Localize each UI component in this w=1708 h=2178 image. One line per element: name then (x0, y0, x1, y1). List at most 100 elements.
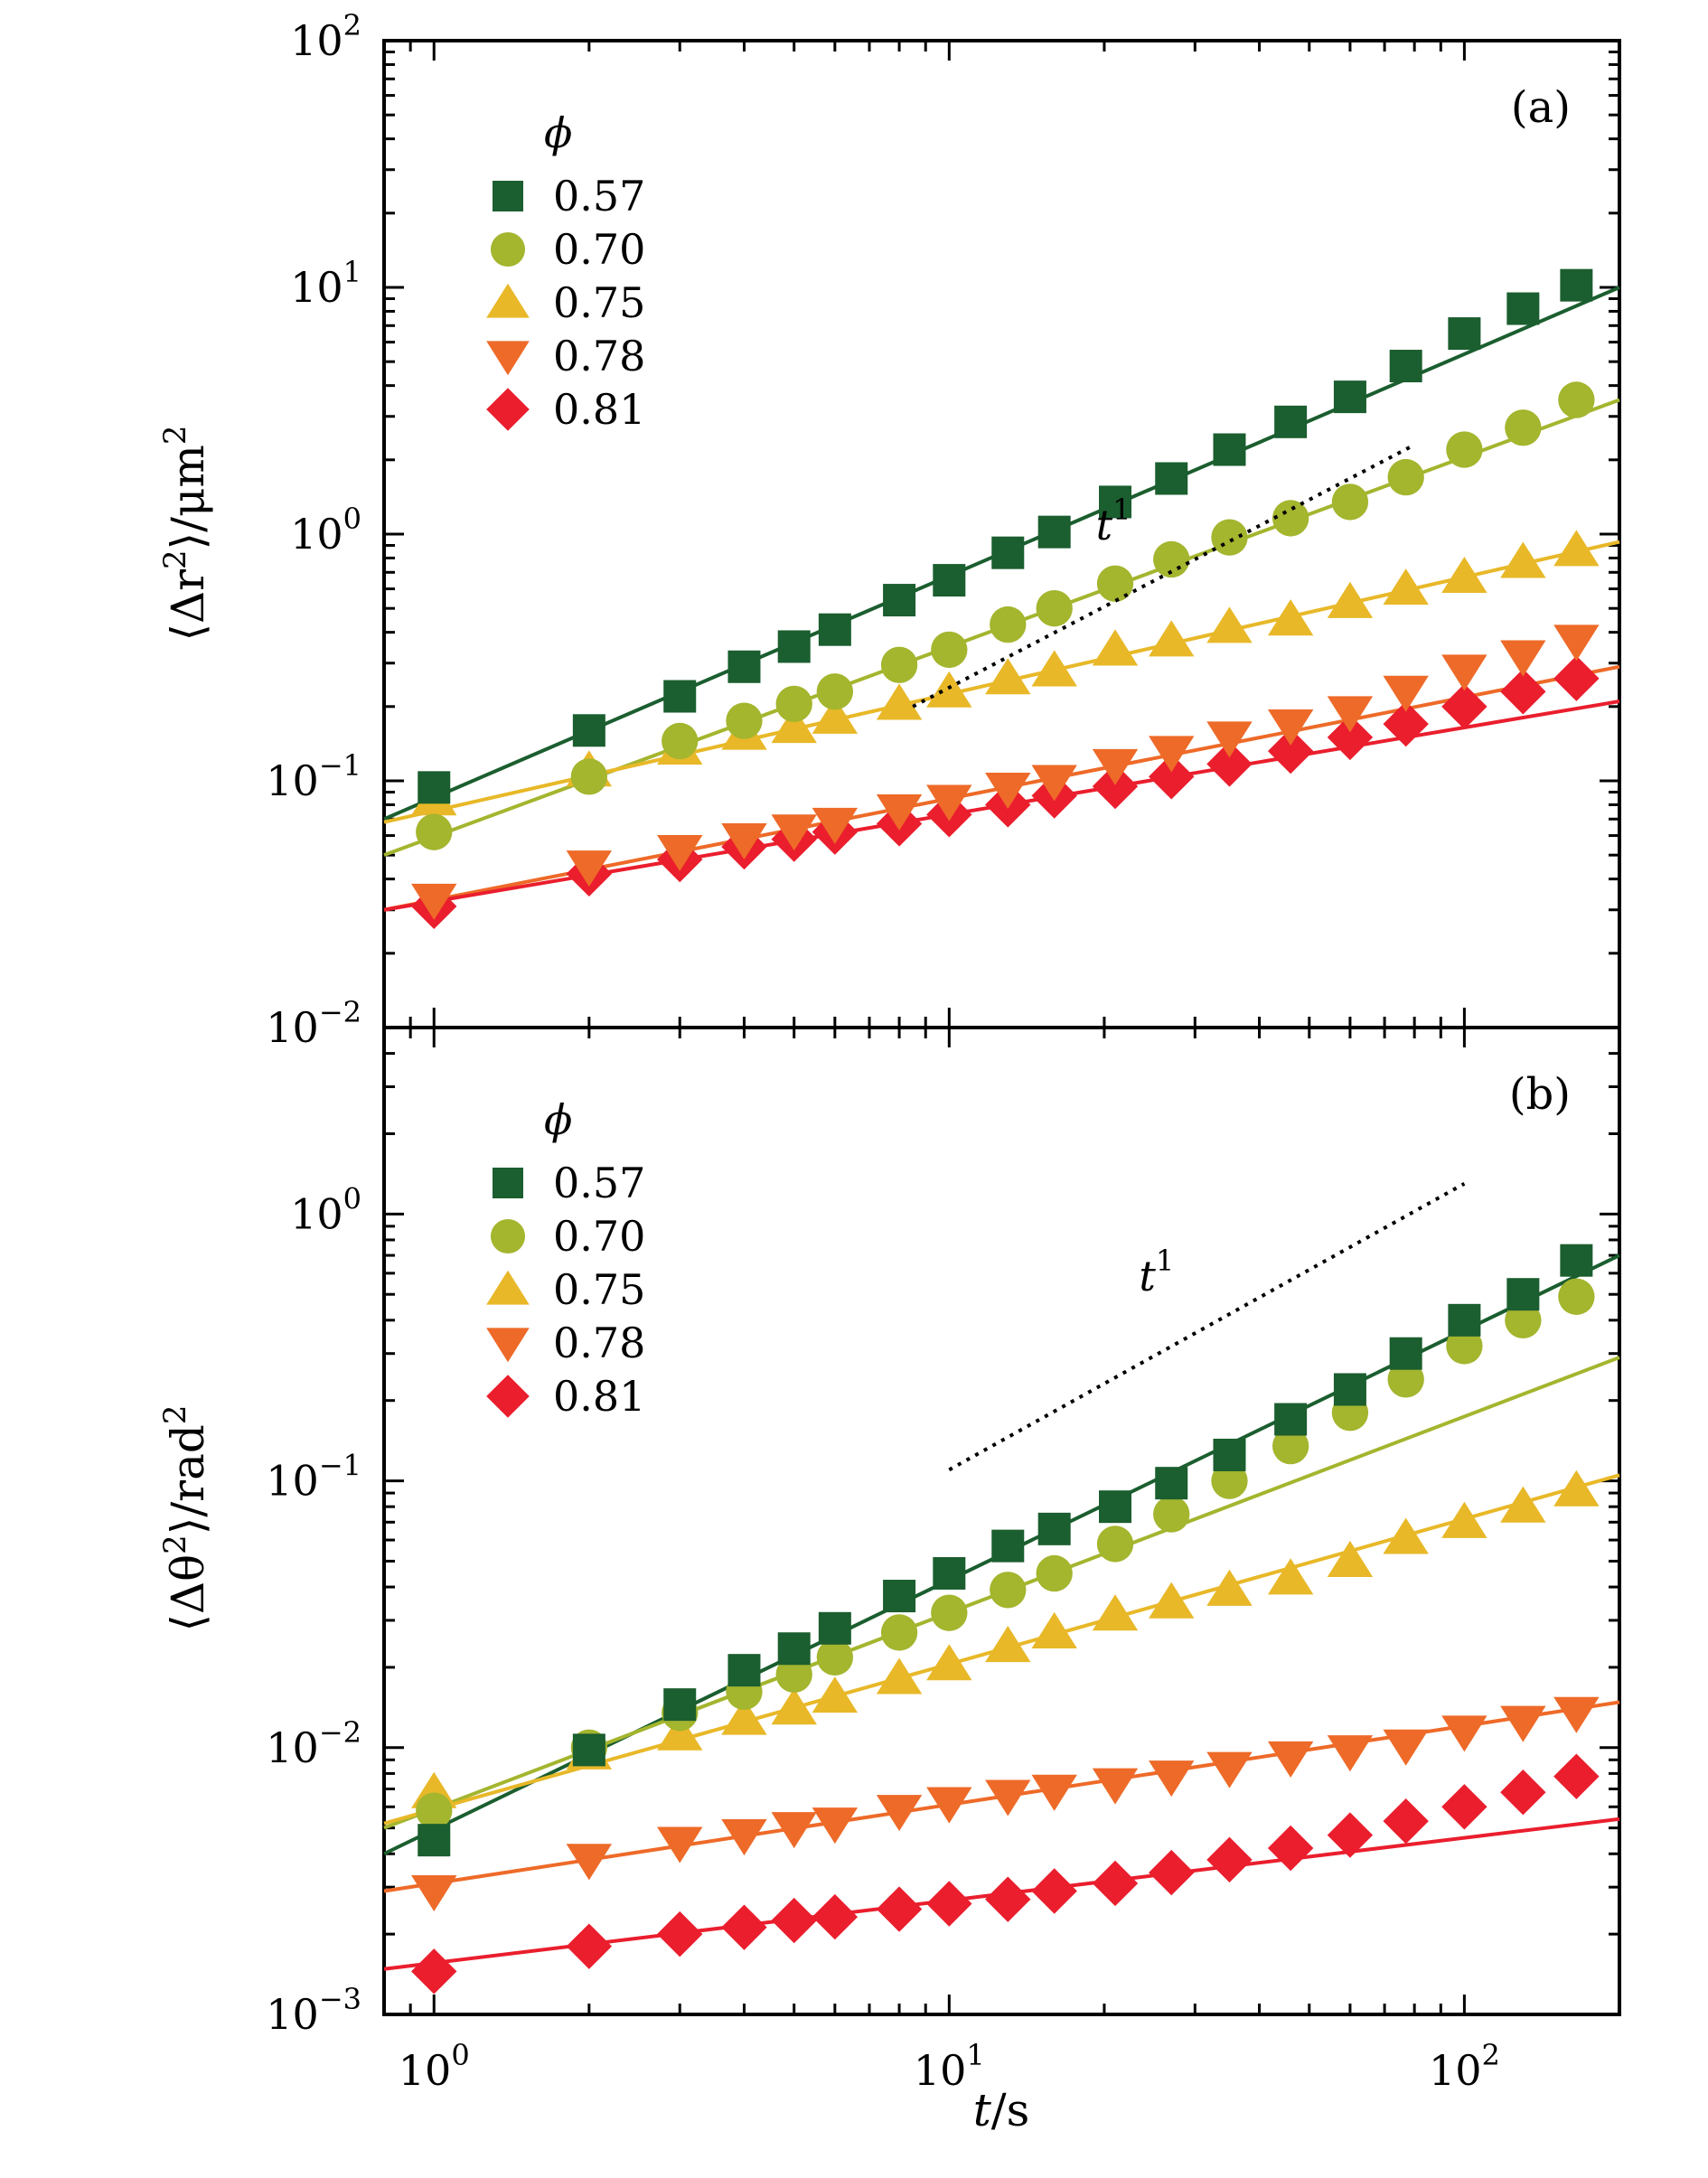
data-point-0.75 (1267, 1558, 1314, 1595)
y-tick-label-base: 10 (266, 756, 319, 805)
data-point-0.78 (1553, 624, 1600, 662)
legend-marker-0.75 (486, 283, 530, 318)
data-point-0.57 (818, 613, 851, 646)
data-point-0.57 (1274, 405, 1308, 438)
data-point-0.75 (1206, 1569, 1253, 1606)
data-point-0.81 (1553, 1753, 1600, 1799)
data-point-0.75 (812, 697, 859, 734)
data-point-0.57 (1213, 1438, 1246, 1471)
legend-marker-0.75 (486, 1270, 530, 1305)
data-point-0.81 (926, 1881, 972, 1927)
data-point-0.78 (1031, 765, 1077, 802)
data-point-0.57 (572, 1733, 605, 1767)
reference-slope-label: t1 (1139, 1244, 1174, 1300)
data-point-0.70 (662, 722, 699, 760)
data-point-0.70 (1446, 431, 1483, 468)
panel-b-x-tick-labels: 100 101 102 (399, 2038, 1500, 2095)
data-point-0.81 (1383, 700, 1429, 747)
data-point-0.70 (1211, 1462, 1248, 1499)
data-point-0.70 (1387, 458, 1424, 496)
data-point-0.78 (1500, 640, 1546, 677)
data-point-0.57 (727, 650, 761, 683)
data-point-0.81 (1267, 728, 1314, 775)
data-point-0.81 (876, 1886, 923, 1932)
reference-slope-label-base: t (1139, 1252, 1156, 1300)
data-point-0.81 (1327, 1812, 1374, 1858)
data-point-0.78 (876, 793, 923, 831)
legend-label-0.75: 0.75 (553, 1265, 645, 1314)
data-point-0.78 (771, 1812, 817, 1849)
y-tick-label-exp: 0 (343, 1181, 361, 1216)
data-point-0.75 (1500, 1486, 1546, 1523)
data-point-0.75 (1267, 599, 1314, 636)
data-point-0.78 (1149, 1760, 1195, 1798)
data-point-0.81 (812, 1893, 859, 1940)
data-point-0.78 (985, 1779, 1031, 1817)
data-point-0.57 (1037, 515, 1071, 549)
legend-label-0.57: 0.57 (553, 172, 645, 221)
reference-slope-label-exp: 1 (1156, 1244, 1174, 1278)
legend-label-0.70: 0.70 (553, 225, 645, 274)
data-point-0.57 (1155, 1467, 1188, 1500)
panel-b-legend: ϕ 0.57 0.700.75 0.78 0.81 (486, 1095, 645, 1421)
data-point-0.81 (1327, 714, 1374, 761)
data-point-0.57 (883, 1580, 916, 1613)
data-point-0.70 (1211, 519, 1248, 556)
panel-b-data-points (411, 1244, 1600, 1995)
data-point-0.70 (1096, 1526, 1134, 1563)
y-tick-label: 100 (290, 1181, 361, 1238)
data-point-0.81 (1267, 1825, 1314, 1872)
x-tick-label: 100 (399, 2038, 470, 2095)
data-point-0.57 (991, 536, 1025, 569)
y-tick-label-base: 10 (266, 1003, 319, 1052)
data-point-0.81 (721, 1904, 767, 1950)
data-point-0.81 (1383, 1798, 1429, 1845)
data-point-0.78 (566, 850, 613, 887)
x-axis-title-rest: /s (991, 2084, 1030, 2136)
data-point-0.57 (1560, 1244, 1593, 1277)
data-point-0.75 (985, 658, 1031, 695)
x-tick-label-exp: 0 (451, 2038, 469, 2072)
y-tick-label: 10−1 (266, 748, 361, 805)
data-point-0.78 (1206, 721, 1253, 758)
data-point-0.78 (926, 784, 972, 821)
panel-b-ticks (382, 1026, 1621, 2016)
data-point-0.57 (1333, 380, 1366, 414)
data-point-0.75 (771, 707, 817, 744)
legend-label-0.70: 0.70 (553, 1212, 645, 1261)
data-point-0.78 (411, 883, 457, 920)
data-point-0.57 (991, 1529, 1025, 1563)
data-point-0.78 (1441, 1715, 1487, 1752)
data-point-0.70 (1272, 1427, 1309, 1465)
data-point-0.57 (1560, 268, 1593, 302)
y-tick-label: 10−2 (266, 995, 361, 1052)
data-point-0.57 (1448, 1303, 1481, 1337)
data-point-0.78 (1383, 1729, 1429, 1766)
y-tick-label-base: 10 (290, 510, 343, 559)
data-point-0.75 (1092, 1594, 1139, 1631)
panel-a-ylabel-text: ⟨Δr (162, 569, 214, 642)
x-tick-label-base: 10 (399, 2046, 452, 2095)
data-point-0.78 (721, 823, 767, 860)
data-point-0.75 (1327, 1540, 1374, 1577)
panel-b-ylabel-tail: ⟩/rad (162, 1424, 214, 1535)
data-point-0.70 (416, 813, 453, 850)
data-point-0.75 (1383, 1517, 1429, 1554)
data-point-0.57 (418, 771, 451, 804)
data-point-0.75 (771, 1688, 817, 1725)
data-point-0.75 (926, 1644, 972, 1681)
panel-a-reference-line: t1 (912, 443, 1416, 709)
data-point-0.57 (933, 564, 966, 597)
data-point-0.78 (411, 1874, 457, 1911)
x-tick-label-exp: 1 (966, 2038, 984, 2072)
data-point-0.78 (1553, 1696, 1600, 1733)
data-point-0.75 (1031, 650, 1077, 687)
data-point-0.78 (1500, 1705, 1546, 1742)
data-point-0.70 (990, 606, 1027, 643)
data-point-0.57 (883, 584, 916, 617)
y-tick-label: 101 (290, 255, 361, 312)
data-point-0.78 (771, 814, 817, 851)
y-tick-label-exp: −2 (319, 995, 361, 1029)
y-tick-label: 10−2 (266, 1715, 361, 1772)
